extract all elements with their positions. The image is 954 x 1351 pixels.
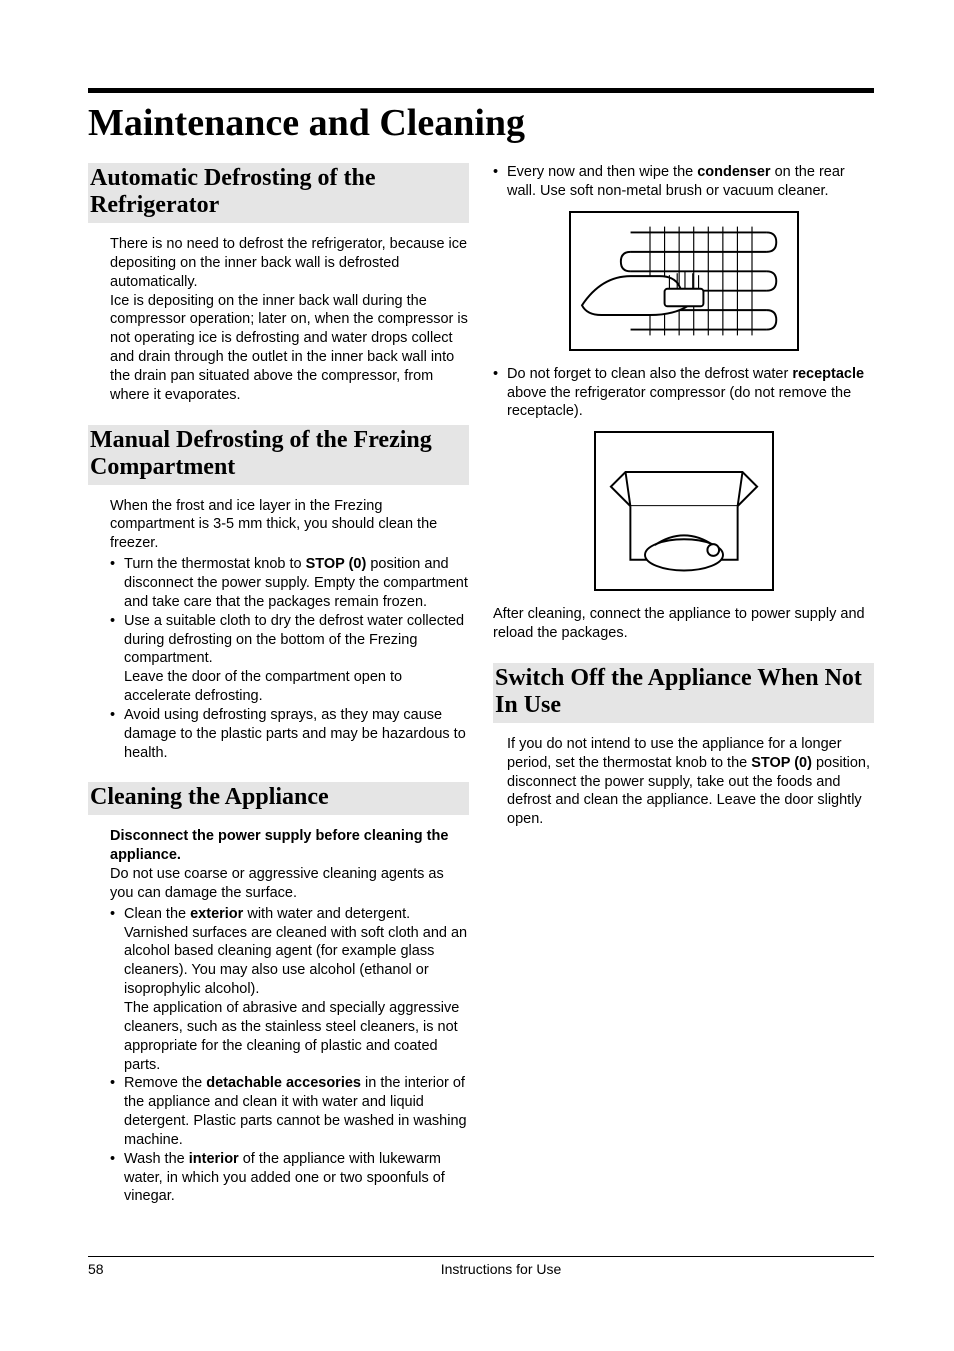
switch-off-para: If you do not intend to use the applianc… — [507, 735, 874, 829]
manual-defrost-intro: When the frost and ice layer in the Frez… — [110, 497, 469, 554]
text-bold: interior — [189, 1151, 239, 1167]
list-item: Turn the thermostat knob to STOP (0) pos… — [110, 555, 469, 612]
text-bold: detachable accesories — [206, 1075, 361, 1091]
text-bold: STOP (0) — [751, 755, 812, 771]
right-top-block: Every now and then wipe the condenser on… — [493, 163, 874, 643]
figure-receptacle — [594, 431, 774, 591]
right-list-1: Every now and then wipe the condenser on… — [493, 163, 874, 201]
cleaning-list: Clean the exterior with water and deterg… — [110, 905, 469, 1207]
text: Wash the — [124, 1151, 189, 1167]
figure-condenser — [569, 211, 799, 351]
right-list-2: Do not forget to clean also the defrost … — [493, 365, 874, 422]
section-auto-defrost-head: Automatic Defrosting of the Refrigerator — [88, 163, 469, 223]
manual-defrost-list: Turn the thermostat knob to STOP (0) pos… — [110, 555, 469, 762]
page: Maintenance and Cleaning Automatic Defro… — [0, 0, 954, 1317]
text: Every now and then wipe the — [507, 164, 697, 180]
list-item: Every now and then wipe the condenser on… — [493, 163, 874, 201]
list-item: Remove the detachable accesories in the … — [110, 1074, 469, 1149]
cleaning-intro: Disconnect the power supply before clean… — [110, 827, 469, 902]
left-column: Automatic Defrosting of the Refrigerator… — [88, 163, 469, 1226]
section-manual-defrost-body: When the frost and ice layer in the Frez… — [88, 497, 469, 763]
condenser-icon — [571, 213, 797, 349]
right-column: Every now and then wipe the condenser on… — [493, 163, 874, 1226]
text: Do not use coarse or aggressive cleaning… — [110, 866, 444, 901]
list-item: Avoid using defrosting sprays, as they m… — [110, 706, 469, 763]
text-bold: condenser — [697, 164, 770, 180]
text-bold: STOP (0) — [306, 556, 367, 572]
section-switch-off-body: If you do not intend to use the applianc… — [493, 735, 874, 829]
footer-label: Instructions for Use — [128, 1261, 874, 1277]
columns: Automatic Defrosting of the Refrigerator… — [88, 163, 874, 1226]
section-cleaning-body: Disconnect the power supply before clean… — [88, 827, 469, 1206]
footer: 58 Instructions for Use — [88, 1256, 874, 1277]
top-rule — [88, 88, 874, 93]
section-switch-off-head: Switch Off the Appliance When Not In Use — [493, 663, 874, 723]
text-bold: exterior — [190, 906, 243, 922]
list-item: Wash the interior of the appliance with … — [110, 1150, 469, 1207]
auto-defrost-para: There is no need to defrost the refriger… — [110, 235, 469, 405]
text: Use a suitable cloth to dry the defrost … — [124, 613, 464, 704]
text: Clean the — [124, 906, 190, 922]
receptacle-icon — [596, 433, 772, 589]
text: Do not forget to clean also the defrost … — [507, 366, 792, 382]
text: above the refrigerator compressor (do no… — [507, 385, 851, 420]
text: Turn the thermostat knob to — [124, 556, 306, 572]
text-bold: Disconnect the power supply before clean… — [110, 828, 448, 863]
section-manual-defrost-head: Manual Defrosting of the Frezing Compart… — [88, 425, 469, 485]
after-cleaning-text: After cleaning, connect the appliance to… — [493, 605, 874, 643]
page-number: 58 — [88, 1261, 128, 1277]
section-cleaning-head: Cleaning the Appliance — [88, 782, 469, 815]
text: Avoid using defrosting sprays, as they m… — [124, 707, 466, 761]
list-item: Use a suitable cloth to dry the defrost … — [110, 612, 469, 706]
list-item: Do not forget to clean also the defrost … — [493, 365, 874, 422]
text: Remove the — [124, 1075, 206, 1091]
list-item: Clean the exterior with water and deterg… — [110, 905, 469, 1075]
section-auto-defrost-body: There is no need to defrost the refriger… — [88, 235, 469, 405]
main-title: Maintenance and Cleaning — [88, 101, 874, 145]
text: with water and detergent. Varnished surf… — [124, 906, 467, 1073]
text-bold: receptacle — [792, 366, 864, 382]
